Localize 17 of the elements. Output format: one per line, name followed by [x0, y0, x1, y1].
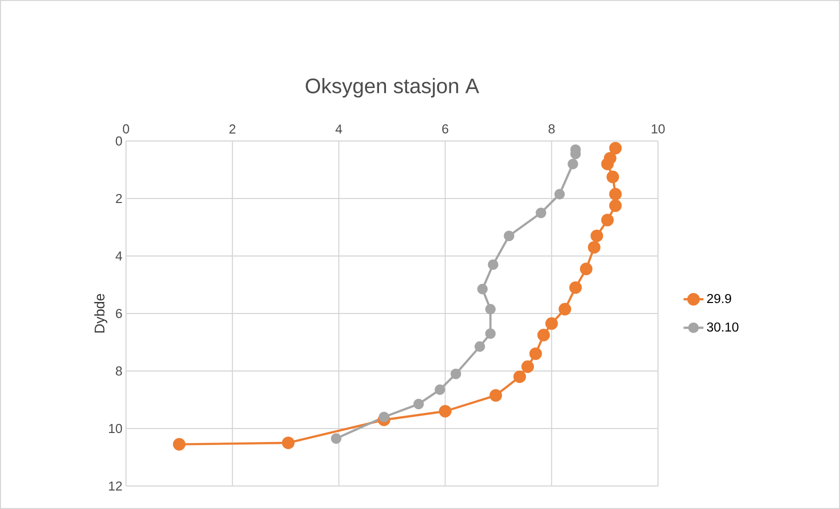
x-tick-label: 6 — [442, 124, 448, 134]
y-tick-label: 10 — [109, 424, 122, 434]
x-tick-label: 4 — [336, 124, 342, 134]
legend-label: 29.9 — [707, 294, 732, 304]
y-tick-label: 8 — [116, 366, 122, 376]
legend-label: 30.10 — [707, 322, 738, 332]
x-tick-label: 0 — [122, 124, 130, 134]
y-axis-title: Dybde — [94, 294, 108, 333]
y-tick-label: 6 — [116, 308, 122, 318]
x-tick-label: 8 — [548, 124, 555, 134]
y-tick-label: 2 — [116, 194, 122, 204]
x-tick-label: 2 — [229, 124, 236, 134]
y-tick-label: 4 — [116, 252, 122, 260]
y-tick-label: 12 — [109, 481, 122, 491]
chart-title: Oksygen stasjon A — [306, 78, 480, 98]
y-tick-label: 0 — [116, 136, 122, 146]
x-tick-label: 10 — [652, 124, 665, 134]
